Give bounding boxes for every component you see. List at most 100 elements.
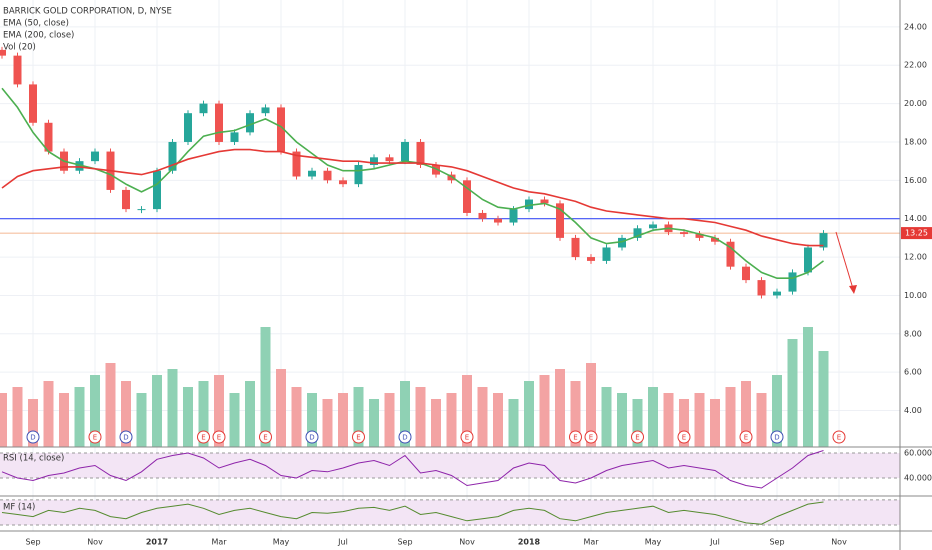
candle-body bbox=[13, 55, 22, 85]
x-tick-label: Mar bbox=[583, 538, 599, 547]
candle-body bbox=[261, 107, 270, 114]
candle-body bbox=[44, 122, 53, 152]
x-tick-label: May bbox=[273, 538, 290, 547]
event-label: E bbox=[217, 434, 221, 442]
volume-bar bbox=[152, 375, 162, 447]
volume-bar bbox=[28, 399, 38, 447]
event-label: E bbox=[263, 434, 267, 442]
volume-bar bbox=[524, 381, 534, 447]
y-tick-label: 6.00 bbox=[904, 368, 922, 377]
event-label: E bbox=[635, 434, 639, 442]
volume-bar bbox=[539, 375, 550, 447]
candle-body bbox=[401, 141, 409, 162]
volume-bar bbox=[167, 369, 178, 447]
rsi-tick-label: 60.0000 bbox=[904, 449, 932, 458]
x-tick-label: May bbox=[645, 538, 662, 547]
volume-bar bbox=[307, 393, 317, 447]
candle-body bbox=[385, 157, 394, 162]
candle-body bbox=[711, 237, 719, 242]
candle-body bbox=[649, 224, 657, 229]
volume-bar bbox=[136, 393, 147, 447]
volume-bar bbox=[508, 399, 519, 447]
volume-bar bbox=[59, 393, 69, 447]
mfi-band bbox=[0, 499, 900, 525]
drawing-arrow bbox=[835, 231, 855, 293]
candle-body bbox=[540, 199, 549, 204]
candle-body bbox=[0, 49, 6, 56]
candle-body bbox=[478, 212, 487, 219]
volume-bar bbox=[570, 381, 581, 447]
volume-bar bbox=[260, 327, 271, 447]
volume-bar bbox=[632, 399, 643, 447]
candle-body bbox=[680, 232, 688, 235]
volume-bar bbox=[400, 381, 410, 447]
candle-body bbox=[122, 189, 130, 210]
y-tick-label: 10.00 bbox=[904, 291, 927, 300]
ema-line bbox=[1, 87, 824, 279]
event-marker bbox=[569, 430, 582, 444]
x-tick-label: Sep bbox=[25, 538, 40, 547]
x-tick-label: Nov bbox=[459, 538, 475, 547]
volume-bar bbox=[0, 393, 7, 447]
y-tick-label: 14.00 bbox=[904, 214, 927, 223]
event-label: E bbox=[93, 434, 97, 442]
x-tick-label: Sep bbox=[397, 538, 412, 547]
volume-bar bbox=[679, 399, 689, 447]
volume-bar bbox=[803, 327, 813, 447]
candle-body bbox=[432, 164, 440, 175]
event-marker bbox=[119, 430, 133, 444]
event-marker bbox=[212, 430, 226, 444]
candle-body bbox=[323, 170, 332, 181]
volume-bar bbox=[725, 387, 736, 447]
candle-body bbox=[168, 141, 177, 171]
x-tick-label: Sep bbox=[769, 538, 784, 547]
candle-body bbox=[277, 107, 285, 152]
candle-body bbox=[246, 113, 254, 133]
candle-body bbox=[354, 164, 363, 185]
event-label: E bbox=[837, 434, 841, 442]
candle-body bbox=[509, 209, 518, 223]
volume-bar bbox=[555, 369, 565, 447]
arrow-head bbox=[849, 285, 857, 294]
volume-bar bbox=[384, 393, 395, 447]
event-marker bbox=[770, 430, 784, 444]
y-tick-label: 20.00 bbox=[904, 99, 927, 108]
volume-bar bbox=[710, 399, 720, 447]
event-marker bbox=[631, 430, 644, 444]
volume-bar bbox=[105, 363, 116, 447]
candle-body bbox=[29, 84, 37, 123]
volume-bar bbox=[601, 387, 612, 447]
volume-bar bbox=[493, 393, 503, 447]
candle-body bbox=[184, 113, 192, 142]
candle-body bbox=[587, 257, 595, 261]
rsi-band bbox=[0, 453, 900, 478]
event-marker bbox=[352, 430, 365, 444]
x-tick-label: Nov bbox=[831, 538, 847, 547]
candle-body bbox=[757, 280, 766, 296]
candle-body bbox=[137, 209, 146, 211]
y-tick-label: 4.00 bbox=[904, 406, 922, 415]
event-marker bbox=[398, 430, 412, 444]
volume-bar bbox=[663, 393, 674, 447]
event-label: D bbox=[30, 434, 35, 442]
volume-bar bbox=[43, 381, 54, 447]
candle-body bbox=[633, 228, 642, 238]
volume-bar bbox=[787, 339, 798, 447]
candle-body bbox=[571, 237, 580, 258]
volume-bar bbox=[121, 381, 131, 447]
event-marker bbox=[26, 430, 40, 444]
volume-bar bbox=[648, 387, 658, 447]
volume-bar bbox=[756, 393, 767, 447]
last-price-box bbox=[901, 227, 932, 240]
event-marker bbox=[197, 430, 210, 444]
candle-body bbox=[199, 103, 208, 114]
last-price-label: 13.25 bbox=[905, 229, 928, 238]
volume-bar bbox=[694, 393, 705, 447]
legend-ema50: EMA (50, close) bbox=[3, 19, 69, 29]
event-label: E bbox=[201, 434, 205, 442]
event-marker bbox=[88, 430, 102, 444]
candle-body bbox=[308, 170, 316, 177]
volume-bar bbox=[198, 381, 209, 447]
volume-bar bbox=[214, 375, 224, 447]
